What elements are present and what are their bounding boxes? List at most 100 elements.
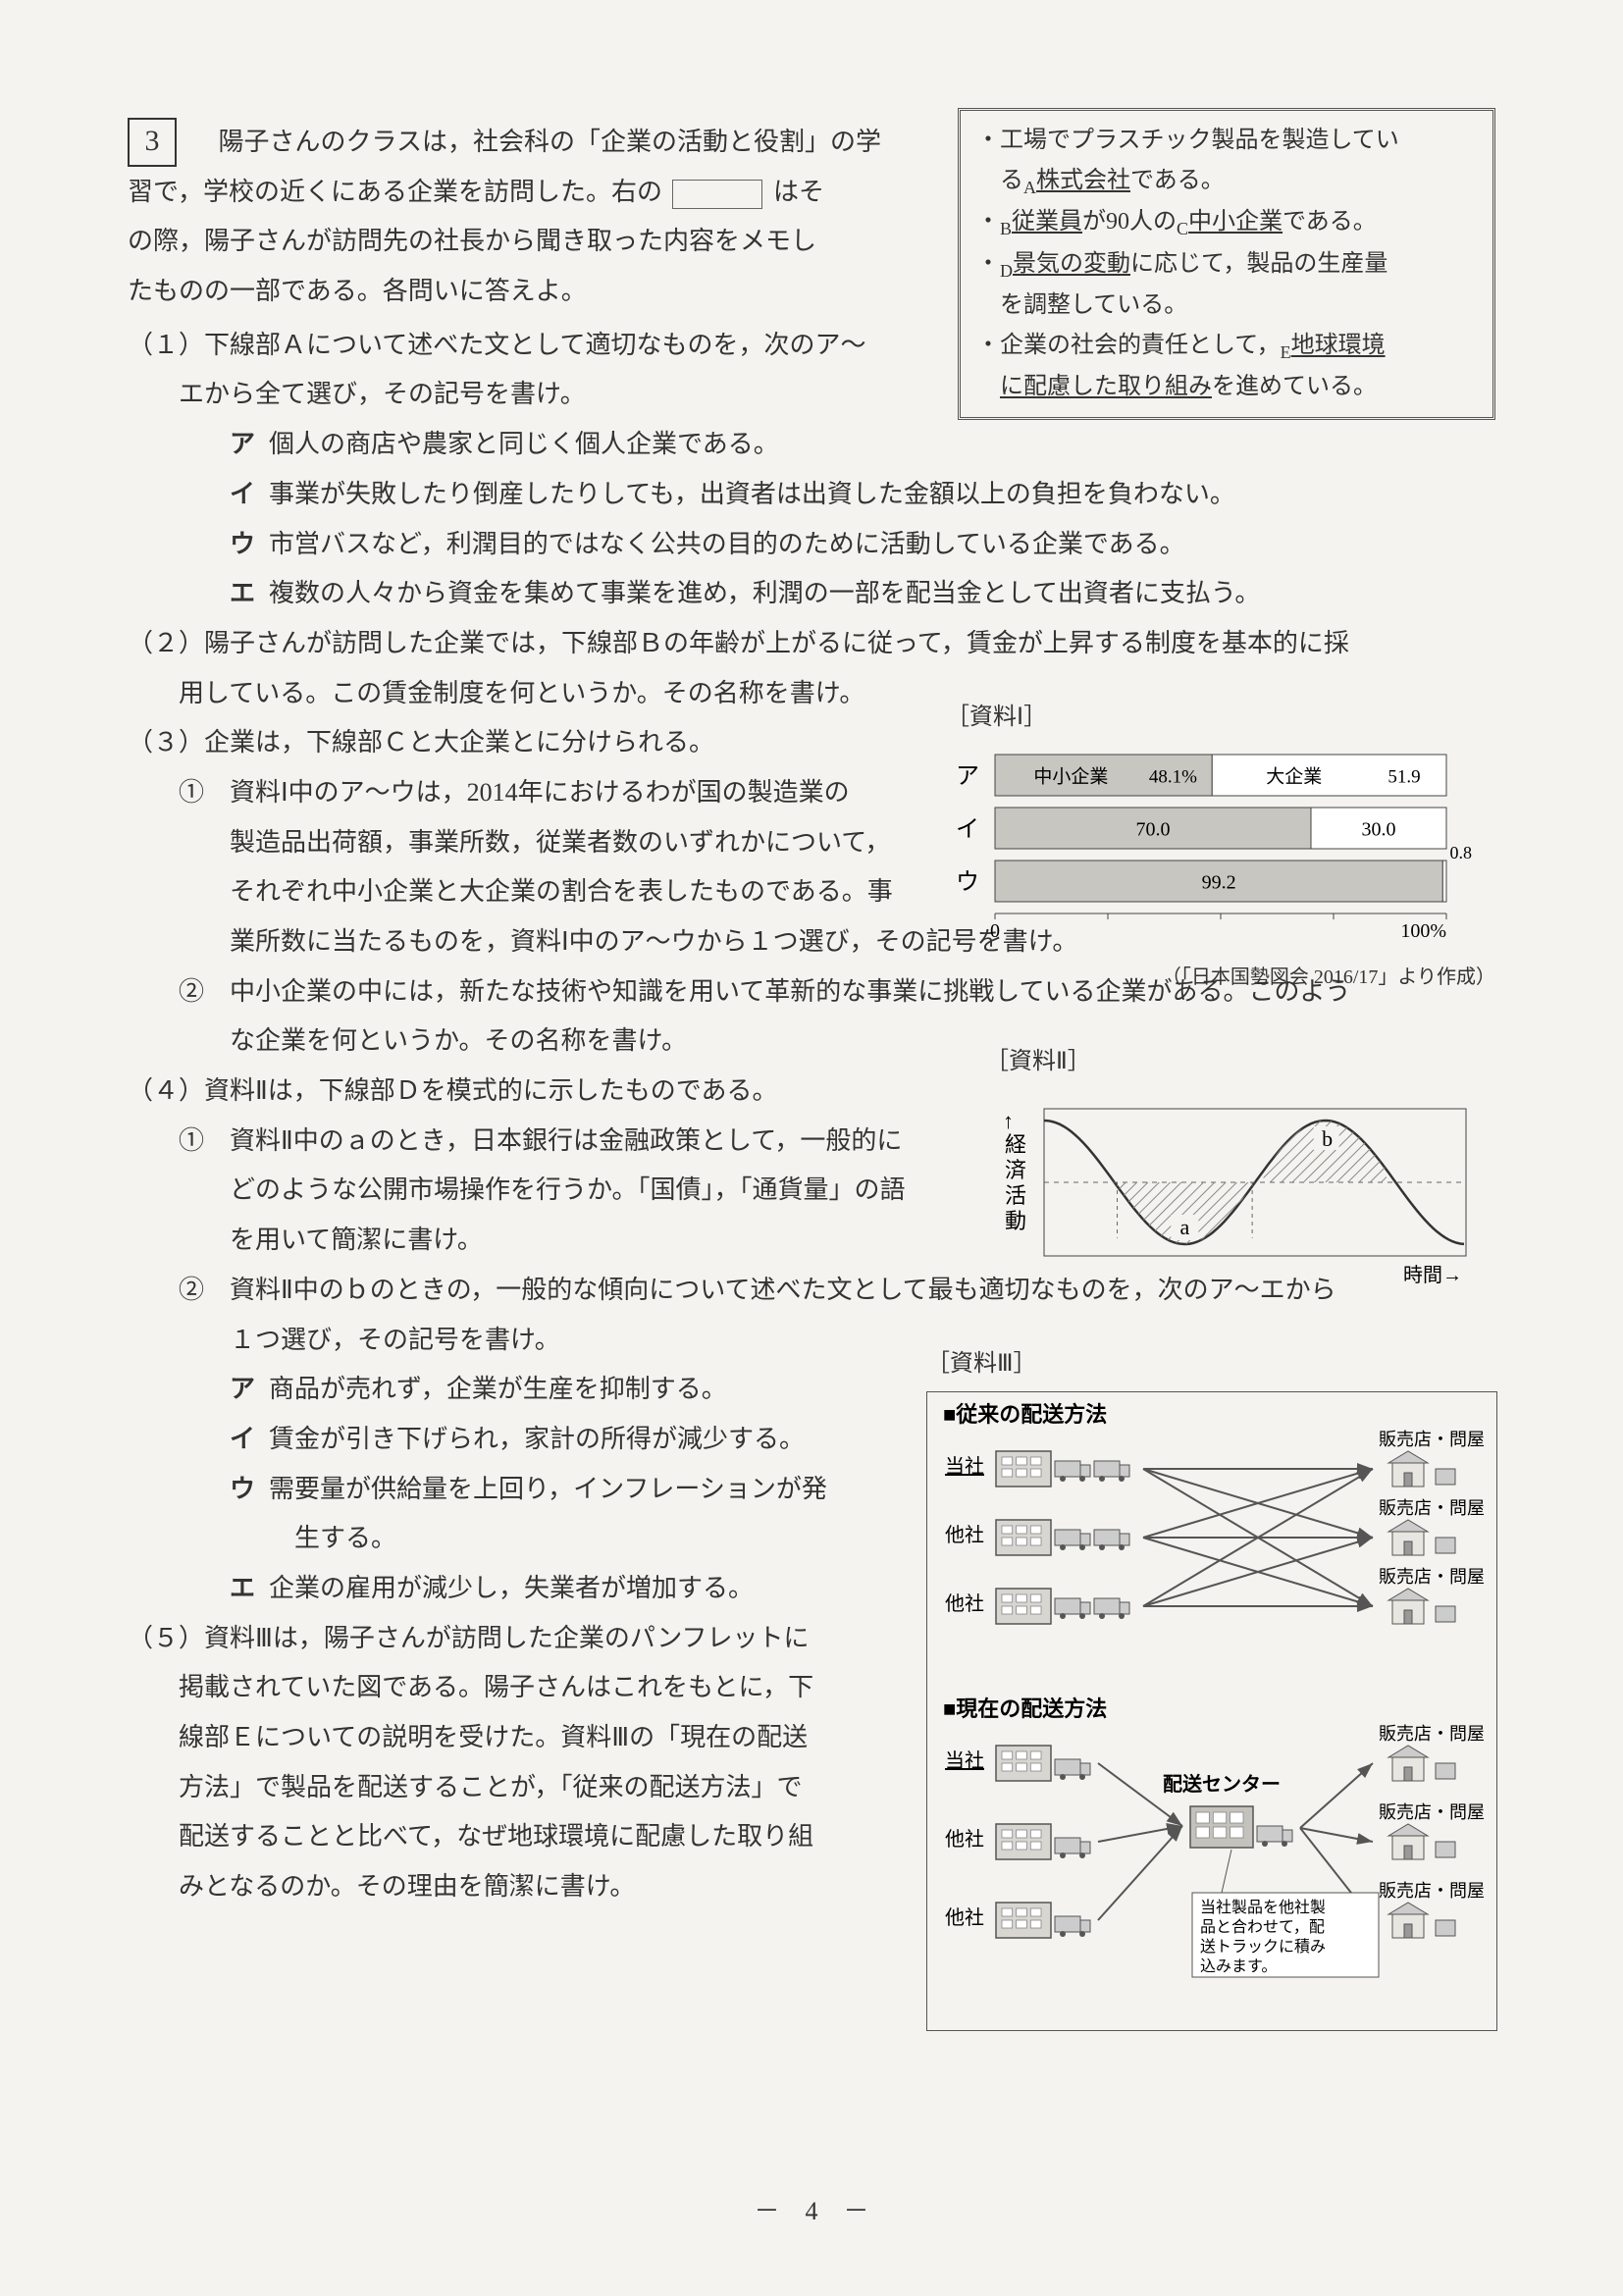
memo-c-sub: C	[1177, 219, 1188, 238]
intro-l4: たものの一部である。各問いに答えよ。	[128, 277, 587, 305]
q4-opt-u2: 生する。	[294, 1524, 396, 1552]
chart3-container: ［資料Ⅲ］ ■従来の配送方法当社他社他社販売店・問屋販売店・問屋販売店・問屋■現…	[926, 1341, 1495, 2048]
svg-text:大企業: 大企業	[1266, 766, 1322, 788]
memo-d2: を調整している。	[1000, 292, 1187, 318]
svg-text:■従来の配送方法: ■従来の配送方法	[943, 1402, 1107, 1427]
svg-text:活: 活	[1005, 1183, 1026, 1208]
svg-text:↑: ↑	[1003, 1109, 1014, 1133]
intro-l2b: はそ	[773, 178, 824, 206]
memo-e2b: を進めている。	[1212, 374, 1377, 399]
memo-e-sub: E	[1281, 342, 1291, 362]
svg-text:販売店・問屋: 販売店・問屋	[1379, 1430, 1485, 1449]
q5-l3: 線部Ｅについての説明を受けた。資料Ⅲの「現在の配送	[128, 1713, 854, 1763]
memo-box: 工場でプラスチック製品を製造してい るA株式会社である。 B従業員が90人のC中…	[958, 108, 1495, 420]
svg-text:■現在の配送方法: ■現在の配送方法	[943, 1696, 1107, 1721]
chart2-svg: 経済活動 ↑ a b 時間→	[985, 1089, 1495, 1285]
svg-text:b: b	[1322, 1126, 1333, 1151]
q1-opt-i: 事業が失敗したり倒産したりしても，出資者は出資した金額以上の負担を負わない。	[269, 480, 1235, 508]
memo-b-sub: B	[1000, 219, 1012, 238]
q4-opt-e: 企業の雇用が減少し，失業者が増加する。	[269, 1574, 754, 1602]
q4-opt-a: 商品が売れず，企業が生産を抑制する。	[269, 1375, 727, 1403]
svg-text:100%: 100%	[1400, 920, 1446, 941]
svg-text:他社: 他社	[945, 1906, 984, 1929]
svg-text:動: 動	[1005, 1209, 1026, 1233]
svg-text:イ: イ	[956, 816, 979, 842]
svg-text:a: a	[1179, 1215, 1189, 1239]
svg-text:0.8: 0.8	[1450, 843, 1473, 862]
q1-opt-e: 複数の人々から資金を集めて事業を進め，利潤の一部を配当金として出資者に支払う。	[269, 579, 1260, 607]
intro-l3: の際，陽子さんが訪問先の社長から聞き取った内容をメモし	[128, 227, 816, 255]
question-number-box: 3	[128, 118, 177, 167]
blank-box-icon	[672, 180, 762, 209]
q1-opt-a: 個人の商店や農家と同じく個人企業である。	[269, 430, 779, 458]
svg-text:当社: 当社	[945, 1455, 984, 1478]
svg-text:販売店・問屋: 販売店・問屋	[1379, 1724, 1485, 1744]
memo-a-sub: A	[1023, 178, 1036, 197]
svg-text:他社: 他社	[945, 1524, 984, 1546]
q4-opt-i: 賃金が引き下げられ，家計の所得が減少する。	[269, 1425, 805, 1453]
svg-text:経: 経	[1005, 1132, 1026, 1157]
page-number: － 4 －	[0, 2187, 1623, 2237]
svg-text:51.9: 51.9	[1387, 767, 1420, 788]
q3: ［資料Ⅰ］ ア中小企業48.1%大企業51.9イ70.030.0ウ99.20.8…	[128, 718, 1495, 1067]
q4-options-q5: ［資料Ⅲ］ ■従来の配送方法当社他社他社販売店・問屋販売店・問屋販売店・問屋■現…	[128, 1365, 1495, 1912]
memo-b-underline: 従業員	[1012, 209, 1082, 235]
memo-e-underline: 地球環境	[1291, 333, 1386, 358]
intro-text: 3 陽子さんのクラスは，社会科の「企業の活動と役割」の学 習で，学校の近くにある…	[128, 118, 932, 317]
svg-text:30.0: 30.0	[1362, 819, 1396, 841]
chart1-svg: ア中小企業48.1%大企業51.9イ70.030.0ウ99.20.80100%	[946, 745, 1495, 941]
memo-a-underline: 株式会社	[1036, 168, 1130, 193]
chart1-source: （「日本国勢図会 2016/17」より作成）	[946, 959, 1495, 997]
memo-d1: に応じて，製品の生産量	[1130, 251, 1387, 277]
q3-s1-l2: 製造品出荷額，事業所数，従業者数のいずれかについて，	[128, 818, 956, 868]
memo-b2: である。	[1283, 209, 1377, 235]
chart1-container: ［資料Ⅰ］ ア中小企業48.1%大企業51.9イ70.030.0ウ99.20.8…	[946, 695, 1495, 996]
chart3-svg: ■従来の配送方法当社他社他社販売店・問屋販売店・問屋販売店・問屋■現在の配送方法…	[926, 1391, 1497, 2031]
svg-text:当社: 当社	[945, 1749, 984, 1772]
q2-l1: （２）陽子さんが訪問した企業では，下線部Ｂの年齢が上がるに従って，賃金が上昇する…	[128, 619, 1495, 669]
intro-l1: 陽子さんのクラスは，社会科の「企業の活動と役割」の学	[193, 128, 881, 156]
chart2-container: ［資料Ⅱ］ 経済活動 ↑ a b 時間→	[985, 1039, 1495, 1302]
svg-text:48.1%: 48.1%	[1149, 767, 1197, 788]
q4-opt-u: 需要量が供給量を上回り，インフレーションが発	[269, 1475, 827, 1503]
q1-opt-u: 市営バスなど，利潤目的ではなく公共の目的のために活動している企業である。	[269, 530, 1185, 558]
svg-text:品と合わせて，配: 品と合わせて，配	[1200, 1918, 1325, 1936]
svg-text:他社: 他社	[945, 1592, 984, 1615]
svg-text:他社: 他社	[945, 1828, 984, 1851]
svg-text:中小企業: 中小企業	[1033, 766, 1108, 788]
memo-a1: 工場でプラスチック製品を製造してい	[1000, 128, 1399, 153]
q5-l2: 掲載されていた図である。陽子さんはこれをもとに，下	[128, 1663, 854, 1713]
svg-text:販売店・問屋: 販売店・問屋	[1379, 1881, 1485, 1901]
memo-e2-underline: に配慮した取り組み	[1000, 374, 1212, 399]
q5-l4: 方法」で製品を配送することが，「従来の配送方法」で	[128, 1763, 854, 1813]
svg-text:込みます。: 込みます。	[1200, 1957, 1277, 1975]
memo-b1: が90人の	[1082, 209, 1177, 235]
q5-l1: （５）資料Ⅲは，陽子さんが訪問した企業のパンフレットに	[128, 1614, 854, 1664]
q4-s1-l2: どのような公開市場操作を行うか。「国債」，「通貨量」の語	[128, 1166, 1054, 1216]
chart2-title: ［資料Ⅱ］	[985, 1039, 1495, 1085]
svg-text:販売店・問屋: 販売店・問屋	[1379, 1802, 1485, 1822]
page: 3 陽子さんのクラスは，社会科の「企業の活動と役割」の学 習で，学校の近くにある…	[0, 0, 1623, 2296]
svg-text:ア: ア	[956, 763, 979, 789]
q4: ［資料Ⅱ］ 経済活動↑ab時間→ （４）資料Ⅱは，下線部Ｄを模式的に示したもので…	[128, 1067, 1495, 1365]
chart3-title: ［資料Ⅲ］	[926, 1341, 1495, 1387]
svg-text:済: 済	[1005, 1158, 1026, 1182]
chart1-title: ［資料Ⅰ］	[946, 695, 1495, 741]
svg-text:0: 0	[990, 920, 1000, 941]
q3-s1-l1: ① 資料Ⅰ中のア〜ウは，2014年におけるわが国の製造業の	[128, 768, 905, 818]
memo-a2a: る	[1000, 168, 1023, 193]
q4-s1-l1: ① 資料Ⅱ中のａのとき，日本銀行は金融政策として，一般的に	[128, 1117, 1003, 1167]
memo-d-underline: 景気の変動	[1013, 251, 1130, 277]
svg-text:販売店・問屋: 販売店・問屋	[1379, 1567, 1485, 1587]
intro-section: 3 陽子さんのクラスは，社会科の「企業の活動と役割」の学 習で，学校の近くにある…	[128, 118, 1495, 317]
svg-text:配送センター: 配送センター	[1163, 1772, 1281, 1796]
svg-text:99.2: 99.2	[1202, 872, 1236, 894]
svg-text:送トラックに積み: 送トラックに積み	[1200, 1938, 1326, 1956]
intro-l2: 習で，学校の近くにある企業を訪問した。右の	[128, 178, 662, 206]
svg-text:時間→: 時間→	[1403, 1264, 1462, 1285]
svg-text:販売店・問屋: 販売店・問屋	[1379, 1498, 1485, 1518]
memo-d-sub: D	[1000, 260, 1013, 280]
q3-s1-l3: それぞれ中小企業と大企業の割合を表したものである。事	[128, 867, 956, 917]
memo-c-underline: 中小企業	[1188, 209, 1283, 235]
svg-text:70.0: 70.0	[1136, 819, 1171, 841]
